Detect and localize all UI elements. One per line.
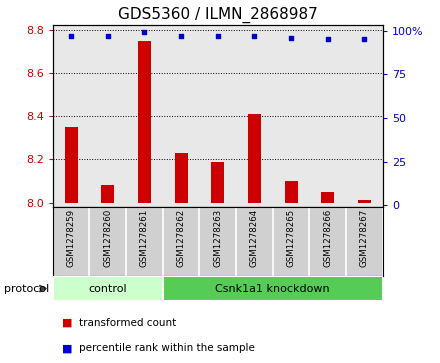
Text: percentile rank within the sample: percentile rank within the sample bbox=[79, 343, 255, 354]
Text: GSM1278260: GSM1278260 bbox=[103, 209, 112, 267]
Point bbox=[361, 36, 368, 42]
Bar bbox=[101, 185, 114, 203]
Text: ■: ■ bbox=[62, 318, 72, 328]
Point bbox=[104, 33, 111, 39]
Text: GSM1278262: GSM1278262 bbox=[176, 209, 186, 267]
Bar bbox=[163, 276, 383, 301]
Bar bbox=[285, 181, 297, 203]
Bar bbox=[138, 41, 151, 203]
Text: GSM1278264: GSM1278264 bbox=[250, 209, 259, 267]
Bar bbox=[358, 200, 371, 203]
Point bbox=[288, 35, 295, 41]
Text: transformed count: transformed count bbox=[79, 318, 176, 328]
Bar bbox=[53, 276, 163, 301]
Bar bbox=[321, 192, 334, 203]
Title: GDS5360 / ILMN_2868987: GDS5360 / ILMN_2868987 bbox=[118, 7, 318, 23]
Point bbox=[214, 33, 221, 39]
Point bbox=[141, 29, 148, 35]
Text: GSM1278261: GSM1278261 bbox=[140, 209, 149, 267]
Bar bbox=[211, 162, 224, 203]
Point bbox=[178, 33, 185, 39]
Point bbox=[68, 33, 75, 39]
Bar bbox=[65, 127, 77, 203]
Text: GSM1278259: GSM1278259 bbox=[66, 209, 76, 267]
Point bbox=[324, 36, 331, 42]
Text: control: control bbox=[88, 284, 127, 294]
Text: GSM1278266: GSM1278266 bbox=[323, 209, 332, 267]
Bar bbox=[175, 153, 187, 203]
Point bbox=[251, 33, 258, 39]
Text: GSM1278263: GSM1278263 bbox=[213, 209, 222, 267]
Text: Csnk1a1 knockdown: Csnk1a1 knockdown bbox=[216, 284, 330, 294]
Bar bbox=[248, 114, 261, 203]
Text: protocol: protocol bbox=[4, 284, 50, 294]
Text: GSM1278265: GSM1278265 bbox=[286, 209, 296, 267]
Text: ■: ■ bbox=[62, 343, 72, 354]
Text: GSM1278267: GSM1278267 bbox=[360, 209, 369, 267]
